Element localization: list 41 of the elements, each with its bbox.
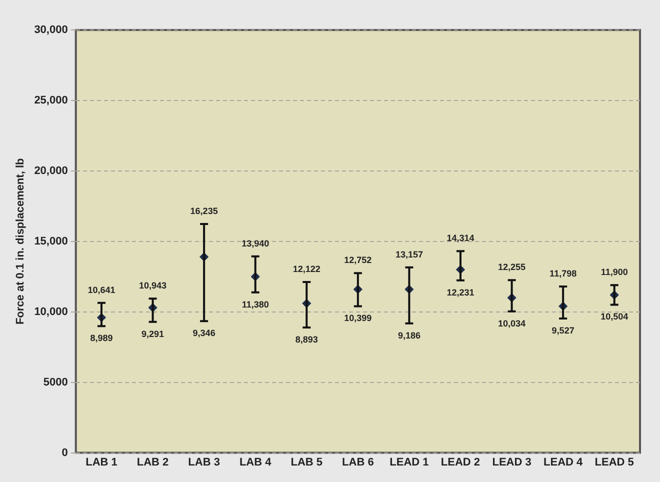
x-tick-label: LAB 3 bbox=[188, 456, 220, 468]
annotation: 12,255 bbox=[498, 262, 526, 272]
y-tick-label: 0 bbox=[62, 446, 68, 459]
annotation: 10,034 bbox=[498, 318, 526, 328]
y-tick-label: 5000 bbox=[43, 376, 68, 388]
x-tick-label: LAB 5 bbox=[290, 456, 323, 468]
annotation: 9,346 bbox=[192, 328, 216, 338]
annotation: 12,231 bbox=[446, 287, 474, 298]
annotation: 9,527 bbox=[552, 326, 574, 336]
annotation: 11,380 bbox=[242, 299, 269, 310]
x-tick-label: LEAD 2 bbox=[440, 456, 480, 468]
y-tick-label: 30,000 bbox=[34, 24, 68, 36]
annotation: 10,943 bbox=[139, 280, 167, 291]
y-tick-label: 10,000 bbox=[34, 306, 68, 318]
x-tick-label: LAB 2 bbox=[136, 456, 169, 468]
annotation: 9,186 bbox=[398, 330, 420, 340]
annotation: 16,235 bbox=[190, 206, 218, 216]
x-tick-label: LEAD 4 bbox=[544, 456, 584, 468]
annotation: 12,752 bbox=[344, 255, 372, 266]
annotation: 12,122 bbox=[292, 264, 320, 274]
annotation: 13,940 bbox=[242, 238, 270, 248]
annotation: 8,893 bbox=[295, 334, 318, 344]
annotation: 10,504 bbox=[600, 312, 628, 322]
annotation: 14,314 bbox=[446, 233, 474, 244]
annotation: 8,989 bbox=[90, 333, 113, 344]
y-tick-label: 25,000 bbox=[34, 94, 68, 106]
annotation: 9,291 bbox=[142, 328, 164, 339]
x-tick-label: LAB 6 bbox=[342, 456, 374, 468]
annotation: 10,641 bbox=[88, 284, 116, 295]
annotation: 11,798 bbox=[550, 268, 577, 279]
annotation: 13,157 bbox=[395, 249, 423, 260]
annotation: 11,900 bbox=[600, 267, 628, 278]
x-tick-label: LEAD 1 bbox=[390, 456, 429, 468]
y-axis-title: Force at 0.1 in. displacement, lb bbox=[14, 158, 27, 325]
annotation: 10,399 bbox=[344, 313, 372, 324]
x-tick-label: LAB 1 bbox=[86, 456, 118, 468]
x-tick-label: LEAD 5 bbox=[594, 456, 634, 468]
y-tick-label: 20,000 bbox=[34, 164, 68, 177]
x-tick-label: LEAD 3 bbox=[492, 456, 532, 468]
y-tick-label: 15,000 bbox=[34, 235, 68, 248]
x-tick-label: LAB 4 bbox=[239, 456, 272, 468]
